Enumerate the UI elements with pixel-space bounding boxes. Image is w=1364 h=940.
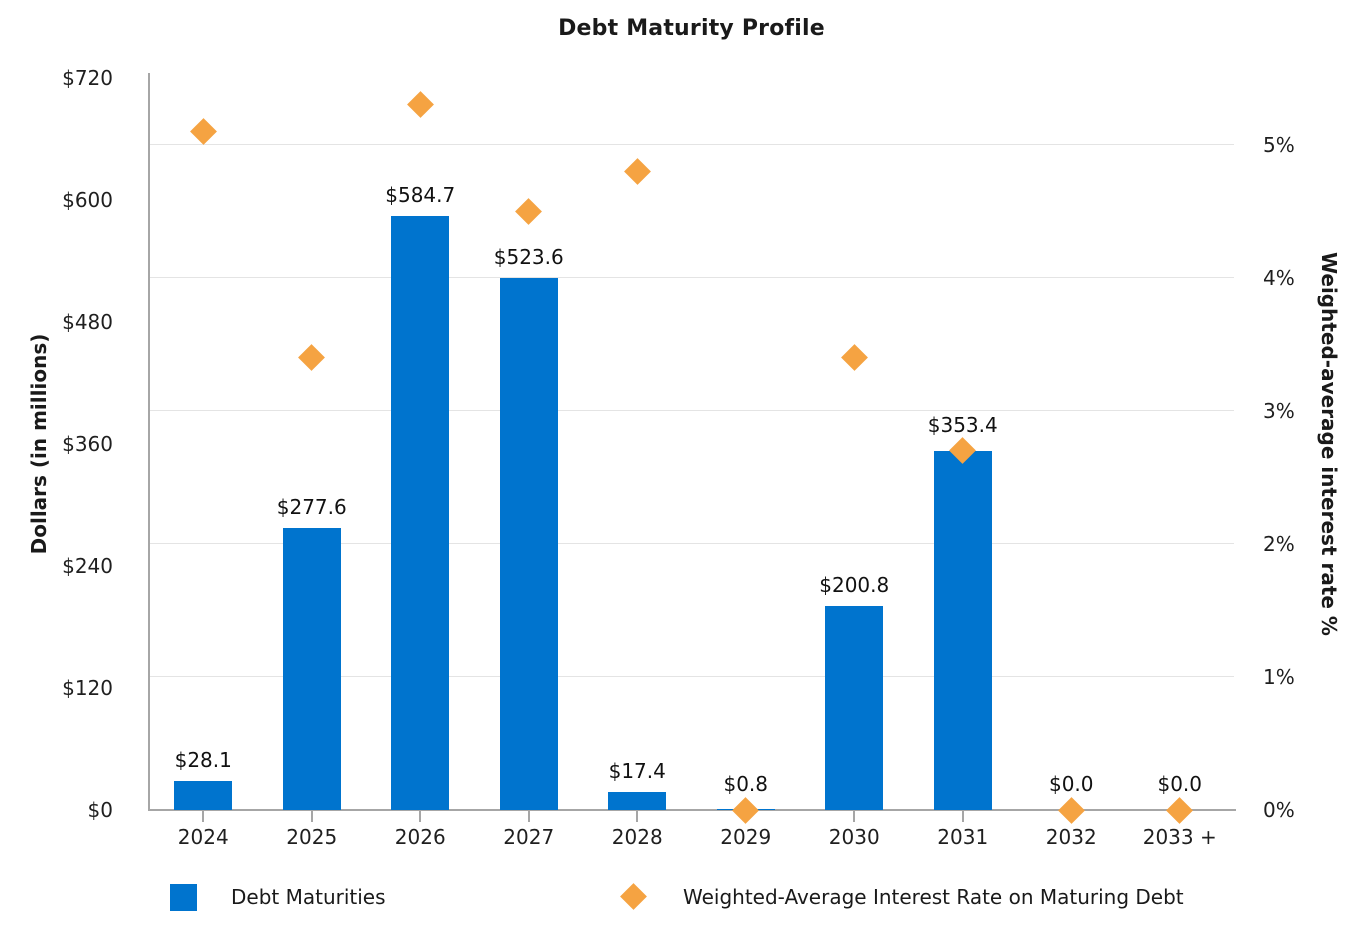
x-category-label: 2028	[611, 825, 663, 849]
right-axis-tick-label: 0%	[1263, 798, 1295, 822]
x-category-label: 2025	[286, 825, 338, 849]
debt-bar	[608, 792, 667, 810]
x-axis-tick	[202, 811, 205, 822]
x-axis-tick	[853, 811, 856, 822]
right-axis-tick-label: 1%	[1263, 664, 1295, 689]
gridline	[149, 144, 1234, 146]
gridline	[149, 543, 1234, 545]
bar-value-label: $17.4	[608, 759, 666, 784]
left-axis-tick-label: $480	[62, 310, 113, 334]
x-category-label: 2033 +	[1142, 825, 1217, 849]
x-category-label: 2031	[937, 825, 989, 849]
rate-diamond-icon	[298, 344, 326, 371]
bar-value-label: $0.8	[723, 772, 769, 796]
right-axis-tick-label: 5%	[1263, 132, 1295, 157]
rate-diamond-icon	[623, 157, 651, 185]
debt-bar	[933, 450, 992, 810]
debt-bar	[391, 215, 450, 810]
bar-value-label: $28.1	[174, 748, 232, 773]
legend-bar-label: Debt Maturities	[231, 885, 386, 909]
left-axis-tick-label: $720	[62, 66, 113, 90]
rate-diamond-icon	[189, 117, 217, 145]
left-axis-tick-label: $240	[62, 554, 113, 578]
x-axis-tick	[419, 811, 422, 822]
bar-value-label: $277.6	[276, 494, 347, 519]
x-category-label: 2027	[503, 825, 555, 849]
rate-diamond-icon	[515, 197, 543, 225]
bar-value-label: $0.0	[1157, 772, 1203, 796]
rate-diamond-icon	[1057, 796, 1085, 824]
debt-bar	[174, 781, 233, 810]
x-axis-tick	[636, 811, 639, 822]
debt-bar	[825, 605, 884, 810]
x-category-label: 2029	[720, 825, 772, 849]
gridline	[149, 676, 1234, 678]
x-axis-line	[148, 809, 1236, 811]
rate-diamond-icon	[840, 344, 868, 371]
x-axis-tick	[527, 811, 530, 822]
x-category-label: 2026	[394, 825, 446, 849]
debt-bar	[499, 277, 558, 810]
left-axis-tick-label: $120	[62, 676, 113, 700]
left-axis-tick-label: $360	[62, 432, 113, 456]
chart-title: Debt Maturity Profile	[558, 16, 825, 41]
left-axis-tick-label: $600	[62, 188, 113, 212]
rate-diamond-icon	[406, 91, 434, 119]
legend-bar-swatch-icon	[170, 884, 197, 911]
left-axis-tick-label: $0	[87, 798, 113, 822]
gridline	[149, 410, 1234, 412]
bar-value-label: $0.0	[1048, 772, 1094, 796]
gridline	[149, 277, 1234, 279]
bar-value-label: $353.4	[927, 412, 998, 437]
rate-diamond-icon	[1166, 796, 1194, 824]
x-axis-tick	[961, 811, 964, 822]
bar-value-label: $523.6	[493, 244, 564, 269]
bar-value-label: $200.8	[819, 572, 890, 597]
y-axis-line	[148, 73, 150, 811]
legend-marker-label: Weighted-Average Interest Rate on Maturi…	[683, 885, 1184, 909]
x-axis-tick	[310, 811, 313, 822]
x-category-label: 2030	[828, 825, 880, 849]
right-axis-title: Weighted-average interest rate %	[1317, 252, 1341, 636]
right-axis-tick-label: 4%	[1263, 265, 1295, 290]
rate-diamond-icon	[732, 796, 760, 824]
x-category-label: 2032	[1045, 825, 1097, 849]
debt-bar	[282, 527, 341, 810]
right-axis-tick-label: 2%	[1263, 531, 1295, 556]
bar-value-label: $584.7	[385, 182, 456, 207]
right-axis-tick-label: 3%	[1263, 398, 1295, 423]
x-category-label: 2024	[177, 825, 229, 849]
left-axis-title: Dollars (in millions)	[27, 333, 51, 555]
